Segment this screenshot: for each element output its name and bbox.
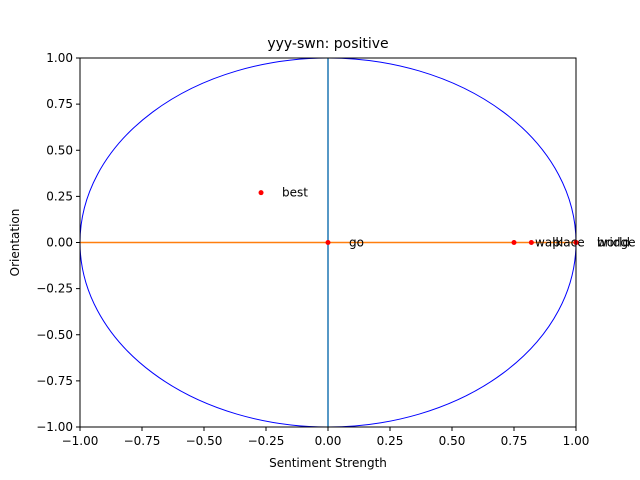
y-tick-label: 0.75 — [46, 97, 73, 111]
point-label-bridge: bridge — [597, 236, 636, 250]
y-axis-ticks: −1.00 −0.75 −0.50 −0.25 0.00 0.25 0.50 0.75 1.00 — [36, 51, 80, 434]
y-tick-label: −1.00 — [36, 420, 73, 434]
y-tick-label: −0.50 — [36, 328, 73, 342]
chart-title: yyy-swn: positive — [267, 36, 388, 52]
scatter-point-walk — [511, 240, 517, 245]
y-tick-label: 0.00 — [46, 236, 73, 250]
x-tick-label: −0.25 — [248, 434, 285, 448]
scatter-point-best — [258, 190, 264, 196]
y-tick-label: −0.75 — [36, 374, 73, 388]
y-tick-label: 0.50 — [46, 143, 73, 157]
point-label-walk: walk — [535, 236, 563, 250]
x-tick-label: −1.00 — [62, 434, 99, 448]
x-tick-label: −0.75 — [124, 434, 161, 448]
x-tick-label: 0.50 — [439, 434, 466, 448]
y-tick-label: 0.25 — [46, 189, 73, 203]
x-tick-label: 1.00 — [563, 434, 590, 448]
x-tick-label: 0.00 — [315, 434, 342, 448]
scatter-point-go — [325, 240, 331, 245]
point-label-best: best — [282, 186, 308, 200]
y-tick-label: 1.00 — [46, 51, 73, 65]
x-axis-label: Sentiment Strength — [269, 456, 387, 470]
point-label-go: go — [349, 236, 364, 250]
y-axis-label: Orientation — [8, 209, 22, 277]
x-tick-label: −0.50 — [186, 434, 223, 448]
x-axis-ticks: −1.00 −0.75 −0.50 −0.25 0.00 0.25 0.50 0.75 1.00 — [62, 427, 590, 448]
point-label-place: place — [552, 236, 584, 250]
point-label-world: world — [597, 236, 630, 250]
scatter-point-place — [528, 240, 534, 245]
x-tick-label: 0.75 — [501, 434, 528, 448]
y-tick-label: −0.25 — [36, 282, 73, 296]
x-tick-label: 0.25 — [377, 434, 404, 448]
